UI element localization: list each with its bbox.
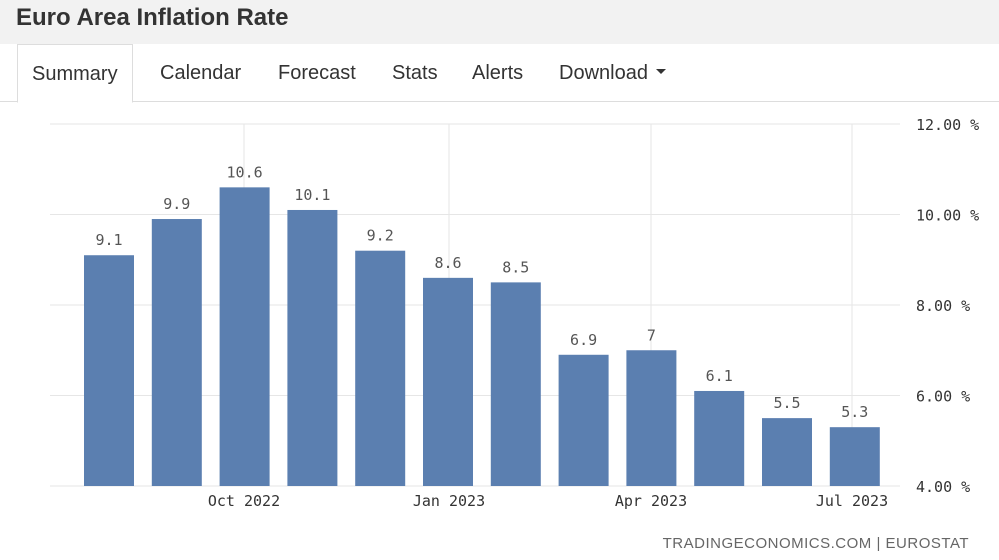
source-attribution: TRADINGECONOMICS.COM | EUROSTAT xyxy=(663,535,969,552)
tab-download[interactable]: Download xyxy=(559,44,666,102)
tab-bar xyxy=(0,44,999,102)
bar-data-label: 6.9 xyxy=(570,331,597,349)
bar xyxy=(84,255,134,486)
bar xyxy=(829,427,880,486)
bar xyxy=(558,354,609,486)
source-separator: | xyxy=(876,535,881,552)
bar-data-label: 8.6 xyxy=(434,254,461,272)
bar xyxy=(151,219,202,486)
bar xyxy=(762,418,812,486)
bar xyxy=(694,390,745,486)
bar-data-label: 10.1 xyxy=(294,186,330,204)
y-tick-label: 12.00 % xyxy=(916,116,979,134)
inflation-bar-chart: 12.00 % 10.00 % 8.00 % 6.00 % 4.00 % 9.1 9.9 10… xyxy=(50,116,979,510)
bar xyxy=(490,282,541,486)
source-provider[interactable]: EUROSTAT xyxy=(885,535,969,552)
y-tick-label: 6.00 % xyxy=(916,388,970,406)
bar xyxy=(626,350,677,486)
tab-stats-label: Stats xyxy=(392,62,438,84)
source-site[interactable]: TRADINGECONOMICS.COM xyxy=(662,535,872,552)
bar-data-label: 9.9 xyxy=(163,195,190,213)
tab-stats[interactable]: Stats xyxy=(392,44,438,102)
bar xyxy=(287,209,338,486)
bar xyxy=(219,187,270,486)
bar-data-label: 9.1 xyxy=(95,231,122,249)
caret-down-icon xyxy=(655,69,666,75)
bar-data-label: 8.5 xyxy=(502,258,529,276)
tab-forecast-label: Forecast xyxy=(278,62,356,84)
x-tick-label: Jul 2023 xyxy=(816,492,888,510)
tab-calendar-label: Calendar xyxy=(160,62,242,84)
bar-data-label: 7 xyxy=(647,326,656,344)
tab-bar-divider xyxy=(0,101,999,102)
tab-forecast[interactable]: Forecast xyxy=(278,44,356,102)
x-tick-label: Jan 2023 xyxy=(413,492,485,510)
x-tick-label: Oct 2022 xyxy=(208,492,280,510)
bar-data-label: 5.5 xyxy=(773,394,800,412)
y-tick-label: 8.00 % xyxy=(916,297,970,315)
y-tick-label: 10.00 % xyxy=(916,207,979,225)
page-title: Euro Area Inflation Rate xyxy=(16,4,289,31)
bar-data-label: 9.2 xyxy=(367,227,394,245)
title-bar: Euro Area Inflation Rate xyxy=(0,0,999,44)
tab-calendar[interactable]: Calendar xyxy=(160,44,241,102)
bar xyxy=(355,250,406,486)
bar-data-label: 10.6 xyxy=(227,163,263,181)
tab-summary[interactable]: Summary xyxy=(17,44,133,103)
bar-data-label: 6.1 xyxy=(706,367,733,385)
tab-summary-label: Summary xyxy=(32,63,118,85)
tab-alerts[interactable]: Alerts xyxy=(472,44,523,102)
x-tick-label: Apr 2023 xyxy=(615,492,687,510)
tab-alerts-label: Alerts xyxy=(472,62,524,84)
bar xyxy=(423,277,473,486)
bar-data-label: 5.3 xyxy=(841,403,868,421)
tab-download-label: Download xyxy=(559,62,648,84)
y-tick-label: 4.00 % xyxy=(916,478,970,496)
